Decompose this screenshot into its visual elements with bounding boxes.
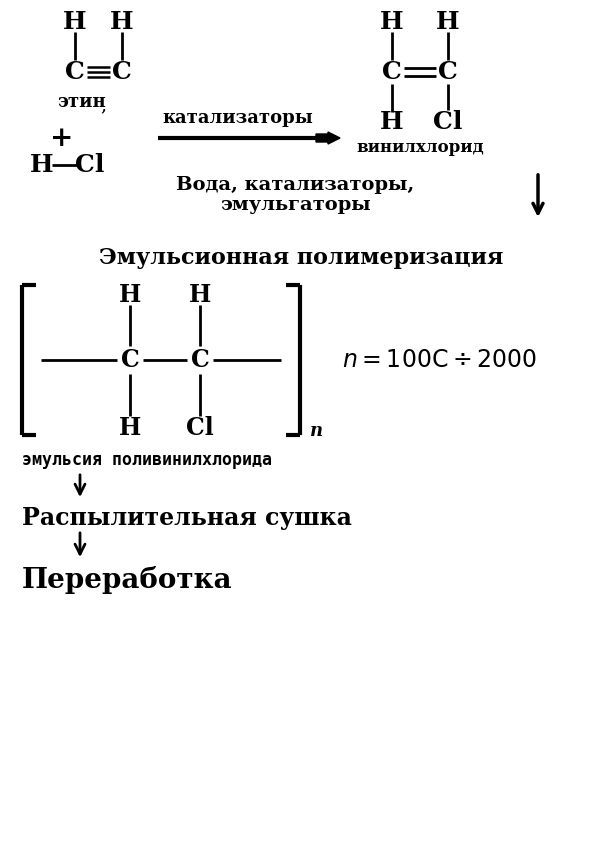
Text: Вода, катализаторы,: Вода, катализаторы, [176, 176, 414, 194]
Text: H: H [380, 110, 404, 134]
Text: эмульсия поливинилхлорида: эмульсия поливинилхлорида [22, 451, 272, 469]
Text: C: C [120, 348, 140, 372]
Text: Эмульсионная полимеризация: Эмульсионная полимеризация [99, 247, 503, 269]
Text: H: H [119, 416, 141, 440]
Text: ,: , [100, 96, 106, 114]
Text: Распылительная сушка: Распылительная сушка [22, 506, 352, 530]
FancyArrow shape [316, 132, 340, 144]
Text: C: C [191, 348, 209, 372]
Text: H: H [110, 10, 134, 34]
Text: C: C [438, 60, 458, 84]
Text: катализаторы: катализаторы [163, 109, 314, 127]
Text: +: + [51, 124, 73, 151]
Text: винилхлорид: винилхлорид [356, 140, 484, 157]
Text: C: C [65, 60, 85, 84]
Text: H: H [436, 10, 460, 34]
Text: C: C [382, 60, 402, 84]
Text: этин: этин [57, 93, 106, 111]
Text: H: H [380, 10, 404, 34]
Text: Cl: Cl [433, 110, 463, 134]
Text: H: H [119, 283, 141, 307]
Text: Переработка: Переработка [22, 566, 232, 594]
Text: C: C [112, 60, 132, 84]
Text: Cl: Cl [186, 416, 214, 440]
Text: Cl: Cl [75, 153, 105, 177]
Text: эмульгаторы: эмульгаторы [220, 196, 370, 214]
Text: H: H [189, 283, 211, 307]
Text: n: n [310, 422, 323, 440]
Text: H: H [63, 10, 87, 34]
Text: H: H [30, 153, 54, 177]
Text: $n = 100\mathrm{C}\div2000$: $n = 100\mathrm{C}\div2000$ [343, 348, 538, 372]
